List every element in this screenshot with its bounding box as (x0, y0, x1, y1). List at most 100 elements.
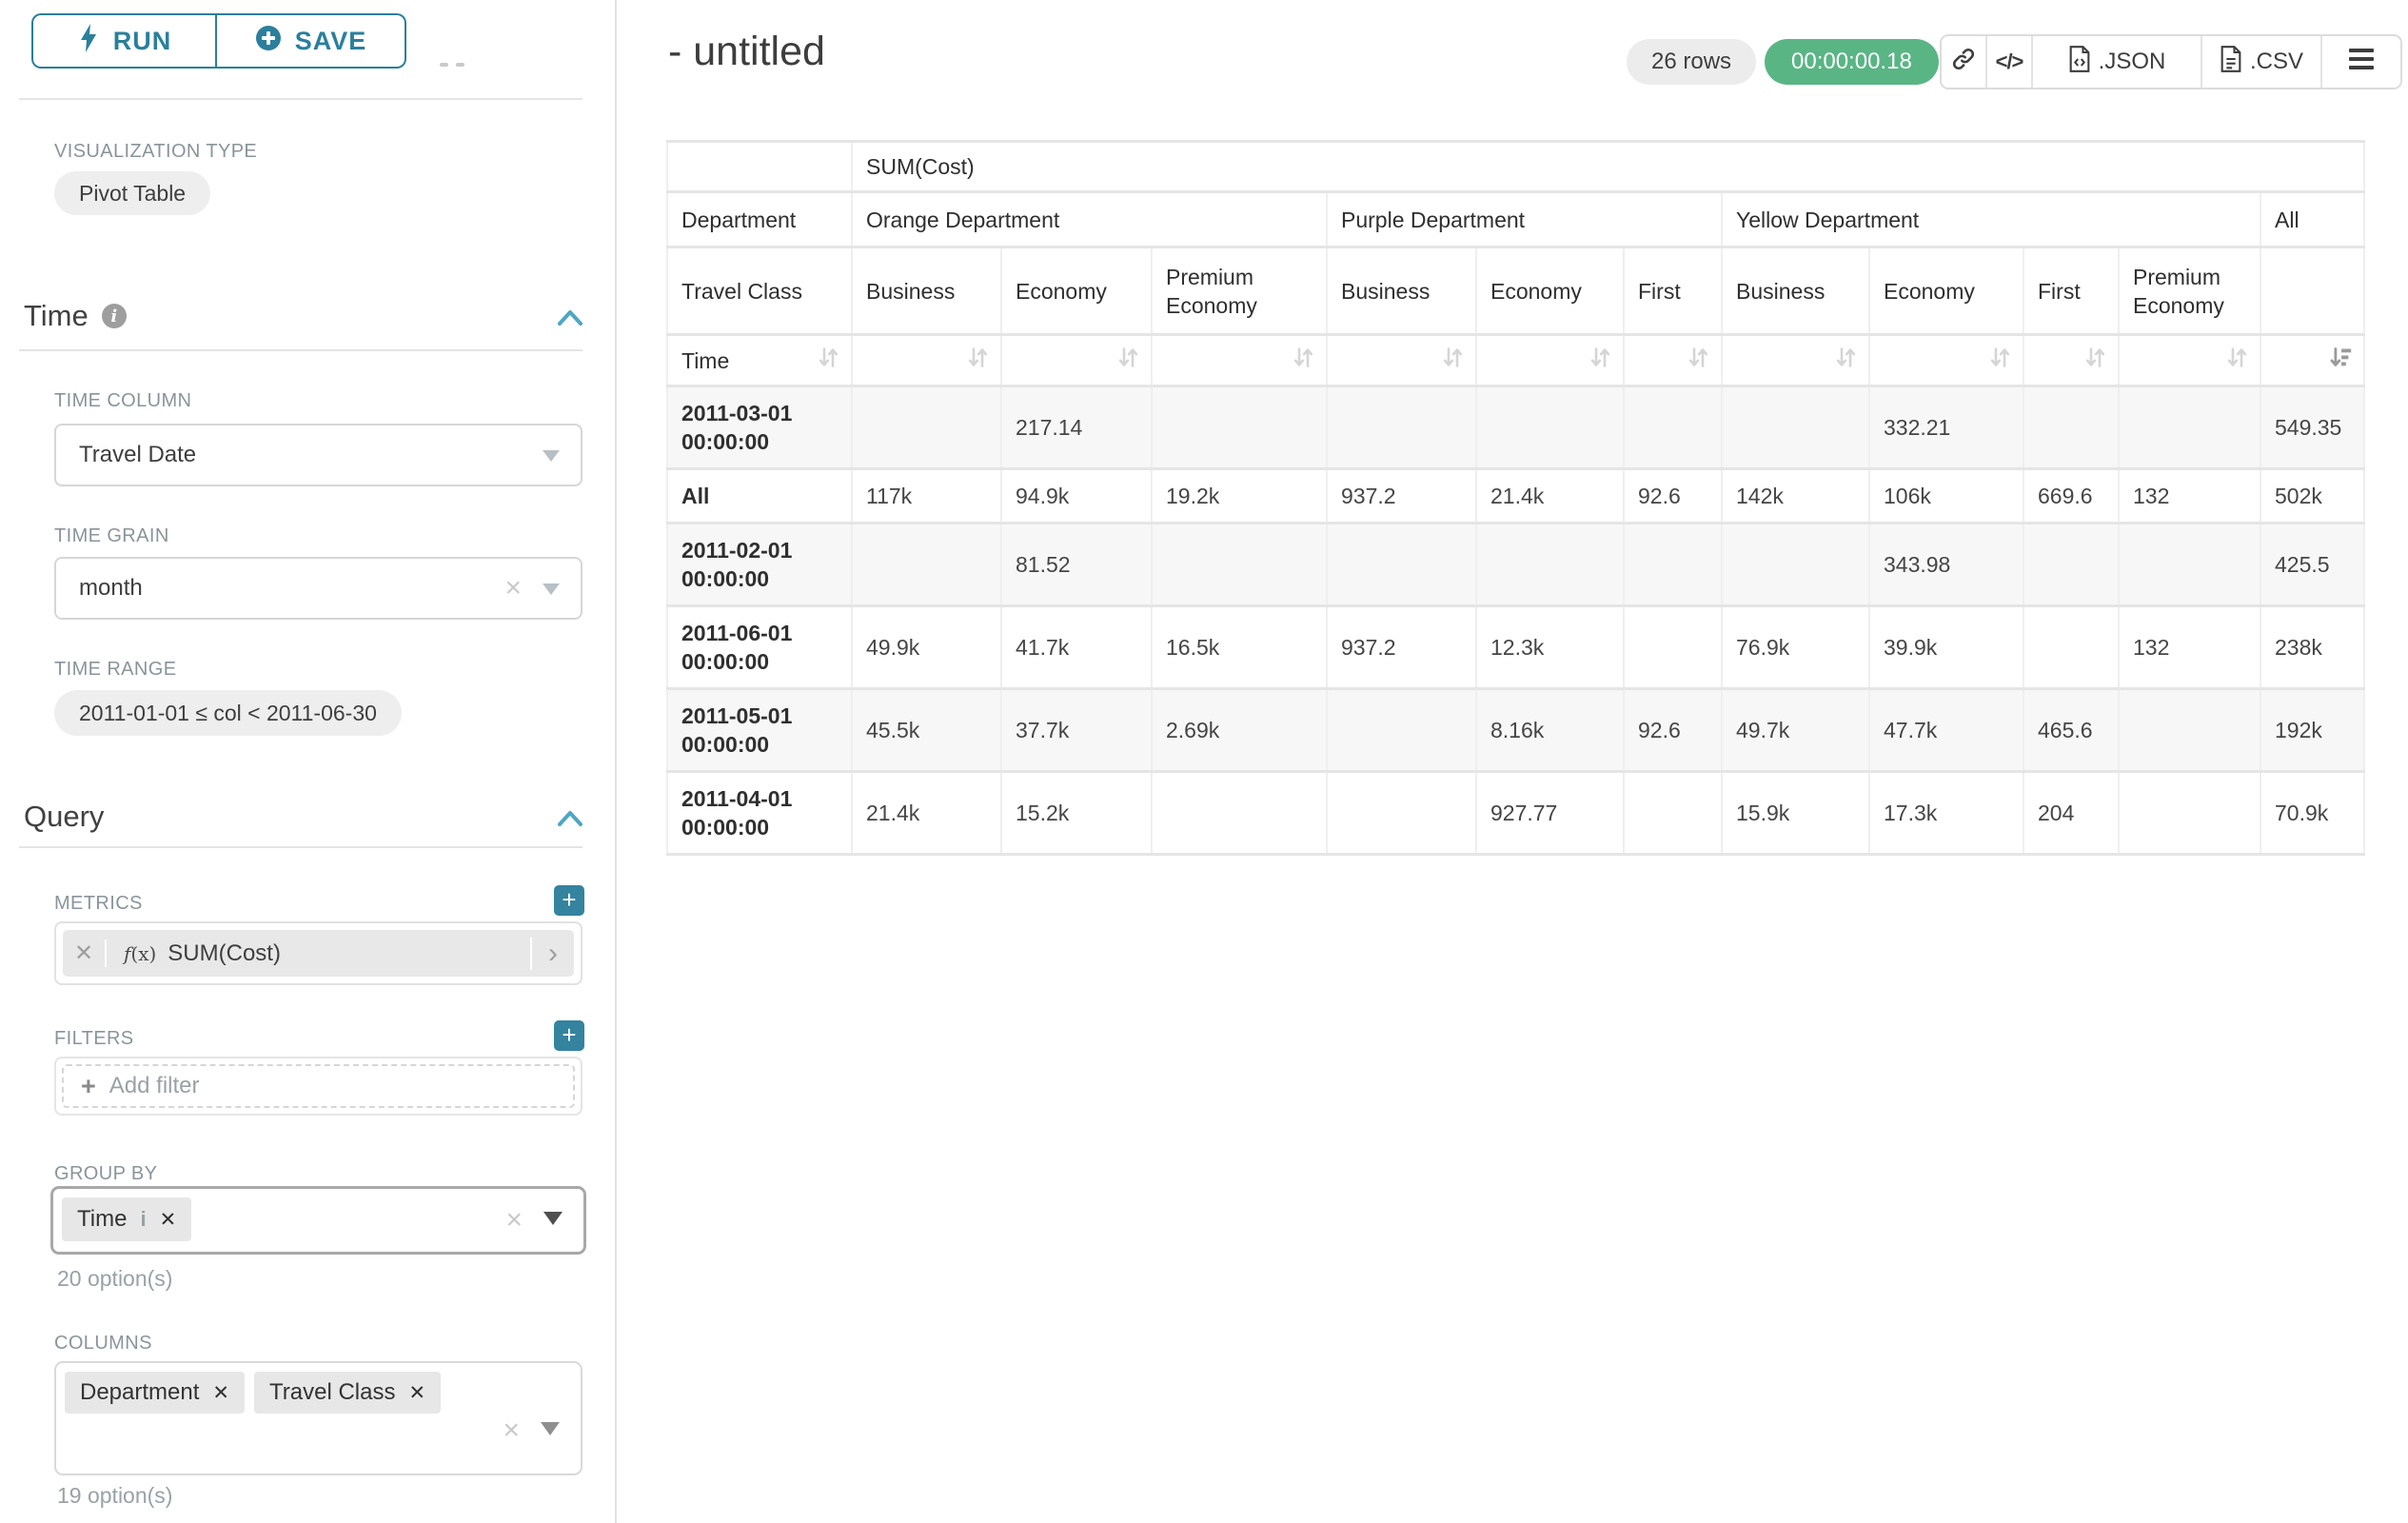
add-filter-button[interactable]: + Add filter (62, 1064, 575, 1108)
sort-toggle-icon[interactable] (1440, 345, 1466, 377)
add-filter-plus-button[interactable]: + (554, 1020, 584, 1051)
leaf-column-header: Economy (1476, 247, 1624, 335)
pivot-value-cell: 70.9k (2260, 772, 2364, 855)
viz-type-pill[interactable]: Pivot Table (54, 171, 210, 215)
sort-header-cell[interactable] (852, 335, 1001, 386)
sort-header-cell[interactable] (1869, 335, 2023, 386)
sort-header-cell[interactable] (1001, 335, 1152, 386)
chevron-up-icon[interactable] (557, 308, 583, 332)
leaf-column-header: Business (852, 247, 1001, 335)
pivot-value-cell: 927.77 (1476, 772, 1624, 855)
run-button[interactable]: RUN (31, 13, 216, 69)
columns-select[interactable]: Department ✕ Travel Class ✕ × (54, 1361, 582, 1475)
time-range-pill[interactable]: 2011-01-01 ≤ col < 2011-06-30 (54, 690, 402, 736)
json-file-icon (2068, 46, 2091, 79)
columns-label: COLUMNS (54, 1333, 152, 1355)
sort-descending-icon[interactable] (2328, 345, 2354, 377)
sort-toggle-icon[interactable] (1833, 345, 1859, 377)
column-tag[interactable]: Travel Class ✕ (254, 1372, 441, 1414)
clear-icon[interactable]: × (504, 574, 522, 603)
pivot-value-cell: 142k (1722, 469, 1869, 524)
clear-icon[interactable]: × (503, 1416, 520, 1445)
remove-tag-icon[interactable]: ✕ (160, 1208, 177, 1232)
plus-circle-icon (255, 25, 282, 58)
link-icon (1950, 46, 1977, 79)
sort-toggle-icon[interactable] (2082, 345, 2108, 377)
sort-header-cell[interactable] (2119, 335, 2260, 386)
pivot-value-cell (1624, 772, 1722, 855)
info-icon[interactable]: i (102, 304, 127, 328)
sort-header-cell[interactable] (1722, 335, 1869, 386)
sort-toggle-icon[interactable] (1686, 345, 1711, 377)
share-link-button[interactable] (1942, 36, 1987, 88)
code-icon: </> (1996, 49, 2023, 74)
sort-toggle-icon[interactable] (1987, 345, 2013, 377)
view-query-button[interactable]: </> (1987, 36, 2033, 88)
add-metric-button[interactable]: + (554, 885, 584, 916)
remove-tag-icon[interactable]: ✕ (408, 1381, 425, 1405)
sort-toggle-icon[interactable] (1588, 345, 1613, 377)
remove-metric-icon[interactable]: ✕ (63, 940, 107, 967)
pivot-value-cell (2023, 386, 2119, 469)
sort-header-cell[interactable] (1152, 335, 1327, 386)
export-json-button[interactable]: .JSON (2033, 36, 2202, 88)
remove-tag-icon[interactable]: ✕ (212, 1381, 229, 1405)
pivot-value-cell: 47.7k (1869, 689, 2023, 772)
sort-header-cell[interactable] (2023, 335, 2119, 386)
query-section-header: Query (24, 800, 104, 834)
save-button[interactable]: SAVE (216, 13, 406, 69)
pivot-value-cell: 425.5 (2260, 524, 2364, 606)
metric-pill[interactable]: ✕ f(x) SUM(Cost) › (63, 930, 574, 977)
pivot-value-cell: 549.35 (2260, 386, 2364, 469)
clipped-collapse-icon (440, 63, 448, 67)
leaf-column-header: Economy (1869, 247, 2023, 335)
time-grain-select[interactable]: month × (54, 557, 582, 620)
group-by-tag[interactable]: Time i ✕ (62, 1197, 191, 1241)
sort-header-cell[interactable] (1327, 335, 1476, 386)
pivot-value-cell: 92.6 (1624, 689, 1722, 772)
row-sub-label-cell: Travel Class (667, 247, 852, 335)
chevron-up-icon[interactable] (557, 809, 583, 833)
pivot-value-cell: 21.4k (852, 772, 1001, 855)
pivot-value-cell: 45.5k (852, 689, 1001, 772)
table-row: All117k94.9k19.2k937.221.4k92.6142k106k6… (667, 469, 2364, 524)
sort-header-cell[interactable]: Time (667, 335, 852, 386)
section-divider (19, 98, 582, 100)
sort-header-cell[interactable] (1476, 335, 1624, 386)
pivot-value-cell: 332.21 (1869, 386, 2023, 469)
viz-type-label: VISUALIZATION TYPE (54, 141, 257, 163)
metric-name: SUM(Cost) (168, 940, 281, 967)
group-by-options-hint: 20 option(s) (57, 1266, 172, 1292)
sort-header-cell[interactable] (2260, 335, 2364, 386)
time-range-label: TIME RANGE (54, 659, 176, 681)
group-by-select[interactable]: Time i ✕ × (50, 1186, 586, 1255)
columns-options-hint: 19 option(s) (57, 1483, 172, 1509)
sort-toggle-icon[interactable] (816, 345, 841, 377)
pivot-value-cell: 76.9k (1722, 606, 1869, 689)
column-group-cell: All (2260, 192, 2364, 247)
export-csv-button[interactable]: .CSV (2202, 36, 2322, 88)
chart-title[interactable]: - untitled (668, 29, 825, 75)
pivot-value-cell: 37.7k (1001, 689, 1152, 772)
sort-toggle-icon[interactable] (1115, 345, 1141, 377)
sort-toggle-icon[interactable] (2224, 345, 2250, 377)
column-group-cell: Orange Department (852, 192, 1327, 247)
pivot-value-cell (1152, 524, 1327, 606)
pivot-value-cell: 12.3k (1476, 606, 1624, 689)
caret-down-icon (543, 1212, 563, 1230)
clear-icon[interactable]: × (505, 1206, 523, 1235)
info-icon[interactable]: i (140, 1207, 146, 1232)
column-tag[interactable]: Department ✕ (65, 1372, 245, 1414)
group-by-label: GROUP BY (54, 1163, 157, 1185)
more-options-button[interactable] (2322, 36, 2400, 88)
time-column-select[interactable]: Travel Date (54, 424, 582, 486)
pivot-value-cell (1152, 386, 1327, 469)
sort-header-cell[interactable] (1624, 335, 1722, 386)
sort-toggle-icon[interactable] (965, 345, 991, 377)
filters-label: FILTERS (54, 1028, 134, 1050)
chevron-right-icon[interactable]: › (530, 938, 574, 970)
row-label-cell: 2011-04-01 00:00:00 (667, 772, 852, 855)
plus-icon: + (81, 1072, 96, 1101)
column-group-cell: Yellow Department (1722, 192, 2260, 247)
sort-toggle-icon[interactable] (1291, 345, 1316, 377)
